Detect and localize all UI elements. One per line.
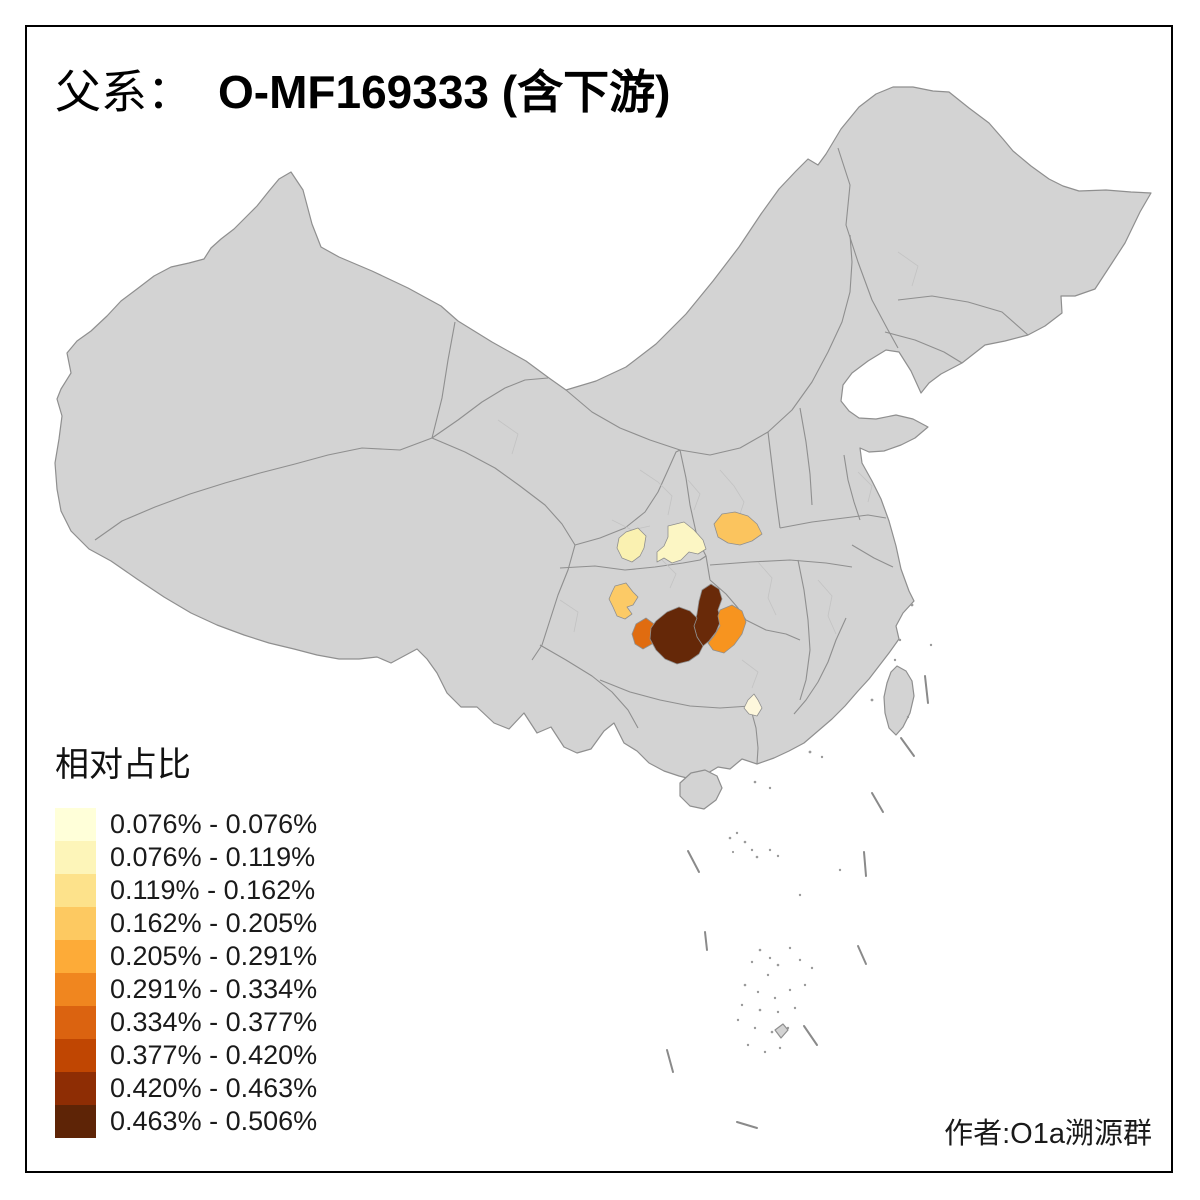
nine-dash-line [666, 675, 929, 1129]
map-region [608, 582, 639, 620]
legend-row: 0.334% - 0.377% [55, 1006, 317, 1039]
legend-row: 0.377% - 0.420% [55, 1039, 317, 1072]
map-region [743, 693, 763, 717]
legend-row: 0.119% - 0.162% [55, 874, 317, 907]
legend-row: 0.076% - 0.076% [55, 808, 317, 841]
legend-title: 相对占比 [55, 747, 191, 784]
mainland-china [54, 86, 1152, 794]
legend-rows: 0.076% - 0.076% 0.076% - 0.119% 0.119% -… [55, 808, 317, 1138]
map-region [616, 527, 647, 563]
legend-label: 0.463% - 0.506% [110, 1106, 318, 1136]
legend-swatch [55, 841, 96, 874]
map-region [656, 521, 707, 564]
legend-row: 0.291% - 0.334% [55, 973, 317, 1006]
legend-swatch [55, 1072, 96, 1105]
map-region [693, 583, 723, 647]
legend-swatch [55, 940, 96, 973]
spratly-islet [774, 1023, 789, 1039]
province-boundaries [94, 147, 1029, 765]
map-region [713, 511, 763, 546]
legend-label: 0.377% - 0.420% [110, 1040, 318, 1070]
legend-row: 0.076% - 0.119% [55, 841, 317, 874]
legend-label: 0.119% - 0.162% [110, 875, 316, 905]
legend-swatch [55, 874, 96, 907]
title-haplogroup-code: O-MF169333 (含下游) [218, 66, 671, 118]
legend: 相对占比 0.076% - 0.076% 0.076% - 0.119% 0.1… [55, 746, 317, 1138]
hainan-island [679, 769, 723, 810]
legend-row: 0.463% - 0.506% [55, 1105, 317, 1138]
legend-row: 0.162% - 0.205% [55, 907, 317, 940]
legend-label: 0.334% - 0.377% [110, 1007, 318, 1037]
legend-swatch [55, 973, 96, 1006]
legend-swatch [55, 907, 96, 940]
map-region [707, 604, 747, 654]
legend-swatch [55, 1039, 96, 1072]
author-credit: 作者:O1a溯源群 [944, 1118, 1152, 1150]
legend-row: 0.205% - 0.291% [55, 940, 317, 973]
legend-swatch [55, 1105, 96, 1138]
map-title: 父系： O-MF169333 (含下游) [55, 56, 670, 122]
legend-label: 0.420% - 0.463% [110, 1073, 318, 1103]
legend-label: 0.291% - 0.334% [110, 974, 318, 1004]
legend-row: 0.420% - 0.463% [55, 1072, 317, 1105]
title-prefix: 父系： [55, 67, 193, 118]
legend-label: 0.205% - 0.291% [110, 941, 318, 971]
highlighted-regions [608, 511, 763, 717]
legend-label: 0.076% - 0.119% [110, 842, 316, 872]
map-region [649, 606, 704, 665]
sea-islands [728, 603, 933, 1054]
legend-label: 0.076% - 0.076% [110, 809, 318, 839]
map-region [631, 617, 658, 650]
legend-swatch [55, 808, 96, 841]
taiwan-island [883, 665, 915, 736]
legend-swatch [55, 1006, 96, 1039]
legend-label: 0.162% - 0.205% [110, 908, 318, 938]
